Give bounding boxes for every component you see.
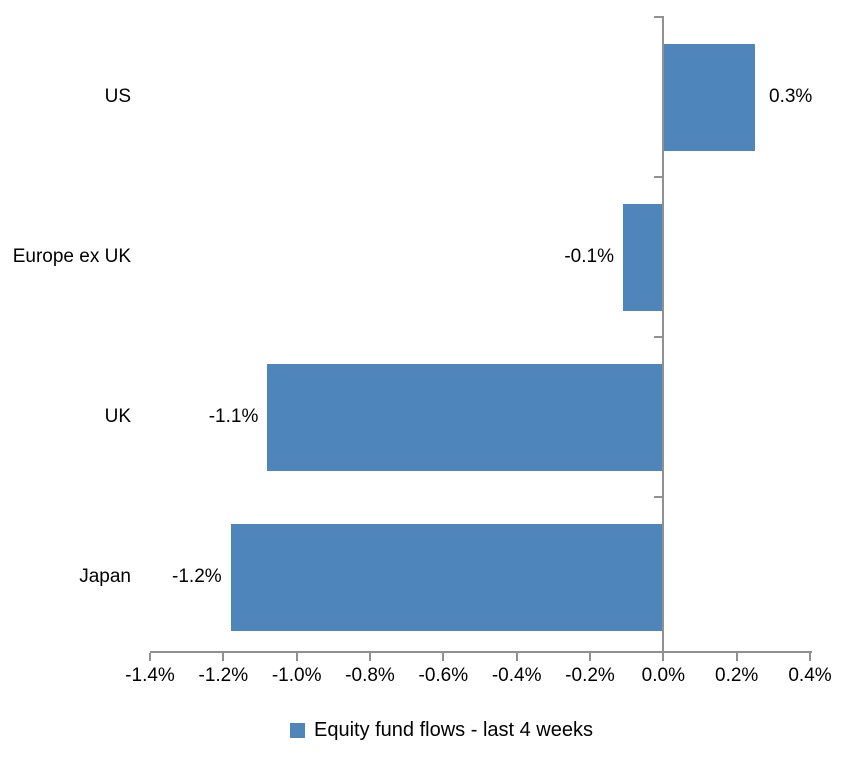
x-axis-tick — [515, 653, 518, 661]
bar-us — [663, 43, 755, 151]
category-label-europe-ex-uk: Europe ex UK — [12, 246, 131, 267]
x-axis-tick-label: 0.0% — [641, 665, 685, 686]
bar-uk — [267, 363, 664, 471]
x-axis-tick-label: -1.0% — [271, 665, 322, 686]
x-axis-tick-label: -0.2% — [565, 665, 615, 686]
value-label-us: 0.3% — [769, 86, 813, 107]
x-axis-tick — [222, 653, 225, 661]
x-axis-tick — [735, 653, 738, 661]
legend: Equity fund flows - last 4 weeks — [0, 714, 852, 746]
x-axis-tick — [809, 653, 811, 661]
category-label-uk: UK — [104, 406, 131, 427]
x-axis-tick-label: 0.4% — [788, 665, 832, 686]
category-axis-tick — [654, 16, 663, 18]
category-label-japan: Japan — [79, 566, 131, 587]
x-axis-tick — [295, 653, 298, 661]
legend-label: Equity fund flows - last 4 weeks — [313, 719, 593, 741]
bar-europe-ex-uk — [623, 203, 664, 311]
category-axis-tick — [654, 336, 663, 338]
x-axis-tick-label: -1.2% — [198, 665, 249, 686]
x-axis-tick-label: 0.2% — [715, 665, 759, 686]
bar-japan — [230, 523, 664, 631]
zero-axis-line — [662, 16, 665, 661]
x-axis-tick — [149, 653, 151, 661]
x-axis-tick — [589, 653, 591, 661]
x-axis-tick — [442, 653, 445, 661]
legend-marker — [289, 722, 305, 738]
x-axis-line — [150, 651, 812, 653]
value-label-japan: -1.2% — [172, 566, 222, 587]
x-axis-tick-label: -0.8% — [345, 665, 395, 686]
category-label-us: US — [104, 86, 131, 107]
x-axis-tick-label: -1.4% — [125, 665, 175, 686]
x-axis-tick-label: -0.4% — [491, 665, 542, 686]
category-axis-tick — [654, 496, 663, 498]
x-axis-tick-label: -0.6% — [418, 665, 469, 686]
category-axis-tick — [654, 176, 663, 178]
x-axis-tick — [369, 653, 371, 661]
value-label-europe-ex-uk: -0.1% — [564, 246, 614, 267]
value-label-uk: -1.1% — [208, 406, 259, 427]
